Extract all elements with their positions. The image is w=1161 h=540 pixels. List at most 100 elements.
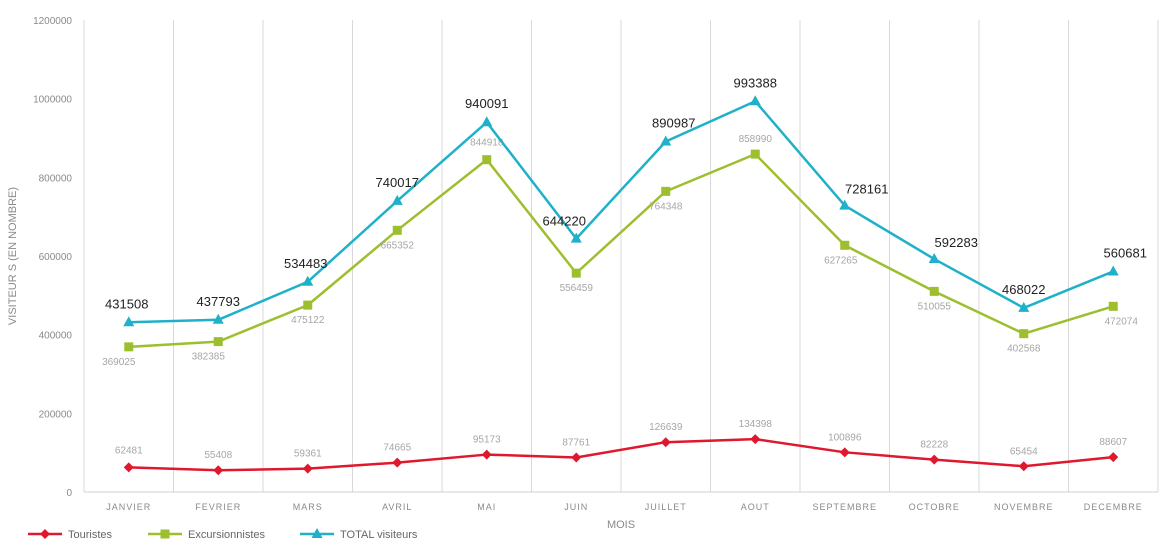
x-tick-label: NOVEMBRE xyxy=(994,502,1054,512)
data-point-diamond xyxy=(1108,452,1119,463)
data-label: 740017 xyxy=(376,175,419,190)
data-label: 472074 xyxy=(1105,316,1139,327)
y-tick-label: 600000 xyxy=(39,252,73,263)
data-point-diamond xyxy=(839,447,850,458)
data-label: 534483 xyxy=(284,256,327,271)
x-tick-label: JANVIER xyxy=(106,502,151,512)
data-point-diamond xyxy=(213,465,224,476)
series-touristes: 62481 55408 59361 74665 95173 87761 126639 1343… xyxy=(115,419,1128,476)
data-point-square xyxy=(392,225,402,235)
series-total-visiteurs: 431508 437793 534483 740017 940091 644220 8909… xyxy=(105,75,1147,327)
vertical-gridlines xyxy=(83,20,1159,493)
data-label: 560681 xyxy=(1104,245,1147,260)
data-point-triangle xyxy=(570,232,582,243)
data-point-diamond xyxy=(929,454,940,465)
data-point-square xyxy=(124,342,134,352)
data-point-triangle xyxy=(1107,265,1119,276)
data-label: 764348 xyxy=(649,201,683,212)
data-label: 65454 xyxy=(1010,446,1038,457)
data-label: 82228 xyxy=(920,440,948,451)
y-tick-label: 1200000 xyxy=(33,16,72,27)
data-point-triangle xyxy=(123,316,135,327)
data-point-square xyxy=(160,529,170,539)
data-point-triangle xyxy=(311,528,323,538)
data-point-square xyxy=(840,240,850,250)
series-excursionnistes: 369025 382385 475122 665352 844918 556459 7643… xyxy=(102,134,1138,368)
data-label: 382385 xyxy=(192,352,226,363)
data-label: 475122 xyxy=(291,315,325,326)
data-label: 844918 xyxy=(470,138,504,149)
legend-label: TOTAL visiteurs xyxy=(340,529,418,540)
data-point-triangle xyxy=(839,199,851,210)
series-line xyxy=(128,152,1114,349)
y-tick-label: 0 xyxy=(66,488,72,499)
series-group: 62481 55408 59361 74665 95173 87761 126639 1343… xyxy=(102,75,1147,476)
x-tick-label: JUILLET xyxy=(645,502,687,512)
data-label: 59361 xyxy=(294,449,322,460)
data-label: 890987 xyxy=(652,116,695,131)
x-axis-ticks: JANVIER FEVRIER MARS AVRIL MAI JUIN JUILLET AOU… xyxy=(106,502,1143,512)
data-label: 468022 xyxy=(1002,282,1045,297)
data-label: 556459 xyxy=(560,283,594,294)
series-line xyxy=(128,100,1114,324)
data-point-triangle xyxy=(391,194,403,205)
data-point-square xyxy=(1019,329,1029,339)
data-point-diamond xyxy=(40,529,50,539)
data-label: 993388 xyxy=(734,75,777,90)
data-point-diamond xyxy=(481,449,492,460)
data-point-square xyxy=(482,155,492,165)
data-label: 858990 xyxy=(739,134,773,145)
data-point-diamond xyxy=(302,463,313,474)
data-label: 402568 xyxy=(1007,344,1041,355)
data-label: 644220 xyxy=(543,214,586,229)
y-tick-label: 800000 xyxy=(39,173,73,184)
data-point-diamond xyxy=(1018,461,1029,472)
data-label: 369025 xyxy=(102,357,136,368)
y-tick-label: 1000000 xyxy=(33,95,72,106)
x-tick-label: OCTOBRE xyxy=(909,502,960,512)
x-tick-label: DECEMBRE xyxy=(1084,502,1143,512)
data-point-triangle xyxy=(1018,301,1030,312)
data-point-triangle xyxy=(928,253,940,264)
y-tick-label: 400000 xyxy=(39,331,73,342)
legend: Touristes Excursionnistes TOTAL visiteurs xyxy=(28,528,418,540)
data-point-square xyxy=(750,149,760,159)
x-tick-label: MARS xyxy=(293,502,323,512)
series-line xyxy=(128,437,1114,472)
data-point-square xyxy=(661,186,671,196)
x-tick-label: FEVRIER xyxy=(195,502,241,512)
x-tick-label: AOUT xyxy=(741,502,770,512)
x-tick-label: JUIN xyxy=(564,502,588,512)
data-label: 62481 xyxy=(115,445,143,456)
y-axis-ticks: 0 200000 400000 600000 800000 1000000 1200000 xyxy=(33,16,72,499)
x-axis-title: MOIS xyxy=(607,519,635,531)
data-point-square xyxy=(303,300,313,310)
data-label: 88607 xyxy=(1099,437,1127,448)
data-point-triangle xyxy=(481,116,493,127)
data-point-square xyxy=(1108,301,1118,311)
data-label: 728161 xyxy=(845,182,888,197)
data-point-triangle xyxy=(212,313,224,324)
data-label: 126639 xyxy=(649,422,683,433)
data-point-diamond xyxy=(660,437,671,448)
data-label: 437793 xyxy=(197,294,240,309)
data-label: 431508 xyxy=(105,296,148,311)
data-label: 100896 xyxy=(828,432,862,443)
data-point-diamond xyxy=(123,462,134,473)
data-point-square xyxy=(571,268,581,278)
data-point-square xyxy=(929,286,939,296)
data-point-triangle xyxy=(660,135,672,146)
legend-label: Excursionnistes xyxy=(188,529,266,540)
data-point-square xyxy=(213,337,223,347)
data-label: 55408 xyxy=(204,450,232,461)
data-point-diamond xyxy=(392,457,403,468)
data-label: 940091 xyxy=(465,96,508,111)
data-label: 87761 xyxy=(562,437,590,448)
x-tick-label: AVRIL xyxy=(382,502,412,512)
legend-label: Touristes xyxy=(68,529,113,540)
data-label: 665352 xyxy=(381,240,415,251)
y-axis-title: VISITEUR S (EN NOMBRE) xyxy=(7,187,19,325)
x-tick-label: SEPTEMBRE xyxy=(812,502,877,512)
data-point-diamond xyxy=(571,452,582,463)
